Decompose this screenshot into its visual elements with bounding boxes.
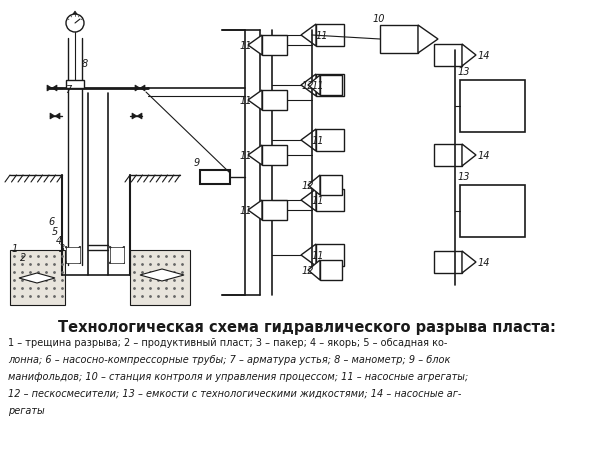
Text: регаты: регаты xyxy=(8,406,45,416)
Polygon shape xyxy=(135,85,140,91)
Text: 11: 11 xyxy=(312,136,324,146)
Bar xyxy=(320,75,342,95)
Polygon shape xyxy=(132,113,137,119)
Bar xyxy=(434,44,462,66)
Text: 12: 12 xyxy=(302,266,314,276)
Text: 12: 12 xyxy=(302,181,314,191)
Text: 13: 13 xyxy=(458,67,471,77)
Text: Технологическая схема гидравлического разрыва пласта:: Технологическая схема гидравлического ра… xyxy=(58,320,555,335)
Polygon shape xyxy=(301,189,316,211)
Bar xyxy=(262,145,287,165)
Polygon shape xyxy=(19,273,55,283)
Text: 12: 12 xyxy=(302,81,314,91)
Polygon shape xyxy=(308,260,320,280)
Text: 1: 1 xyxy=(12,244,18,254)
Bar xyxy=(262,90,287,110)
Text: 14: 14 xyxy=(478,151,490,161)
Text: 8: 8 xyxy=(82,59,88,69)
Polygon shape xyxy=(52,85,57,91)
Bar xyxy=(460,185,525,237)
Text: 7: 7 xyxy=(65,85,71,95)
Polygon shape xyxy=(301,129,316,151)
Polygon shape xyxy=(47,85,52,91)
Text: 3: 3 xyxy=(59,244,65,254)
Polygon shape xyxy=(462,144,476,166)
Bar xyxy=(316,189,344,211)
Polygon shape xyxy=(248,145,262,165)
Bar xyxy=(434,144,462,166)
Text: 9: 9 xyxy=(194,158,200,168)
Polygon shape xyxy=(248,35,262,55)
Polygon shape xyxy=(248,90,262,110)
Text: 11: 11 xyxy=(312,251,324,261)
Polygon shape xyxy=(137,113,142,119)
Text: 1 – трещина разрыва; 2 – продуктивный пласт; 3 – пакер; 4 – якорь; 5 – обсадная : 1 – трещина разрыва; 2 – продуктивный пл… xyxy=(8,338,447,348)
Polygon shape xyxy=(462,44,476,66)
Bar xyxy=(434,251,462,273)
Bar xyxy=(320,175,342,195)
Polygon shape xyxy=(308,75,320,95)
Text: 11: 11 xyxy=(316,31,329,41)
Bar xyxy=(200,170,230,184)
Polygon shape xyxy=(140,269,184,281)
Polygon shape xyxy=(140,85,145,91)
Bar xyxy=(316,74,344,96)
Bar xyxy=(262,200,287,220)
Bar xyxy=(262,35,287,55)
Polygon shape xyxy=(462,251,476,273)
Bar xyxy=(316,244,344,266)
Polygon shape xyxy=(301,244,316,266)
Text: 11: 11 xyxy=(240,41,253,51)
Text: 5: 5 xyxy=(52,227,58,237)
Text: лонна; 6 – насосно-компрессорные трубы; 7 – арматура устья; 8 – манометр; 9 – бл: лонна; 6 – насосно-компрессорные трубы; … xyxy=(8,355,451,365)
Text: 14: 14 xyxy=(478,51,490,61)
Polygon shape xyxy=(308,175,320,195)
Polygon shape xyxy=(50,113,55,119)
Text: 10: 10 xyxy=(373,14,386,24)
Bar xyxy=(380,25,418,53)
Text: 13: 13 xyxy=(458,172,471,182)
Bar xyxy=(316,24,344,46)
Text: 14: 14 xyxy=(478,258,490,268)
Text: 4: 4 xyxy=(56,236,63,246)
Text: 11: 11 xyxy=(240,151,253,161)
Polygon shape xyxy=(418,25,438,53)
Polygon shape xyxy=(301,74,316,96)
Polygon shape xyxy=(301,24,316,46)
Text: манифольдов; 10 – станция контроля и управления процессом; 11 – насосные агрегат: манифольдов; 10 – станция контроля и упр… xyxy=(8,372,468,382)
Bar xyxy=(320,260,342,280)
Bar xyxy=(10,250,65,305)
Text: 2: 2 xyxy=(20,253,26,263)
Text: 11: 11 xyxy=(312,81,324,91)
Text: 11: 11 xyxy=(312,196,324,206)
Text: 6: 6 xyxy=(48,217,54,227)
Polygon shape xyxy=(73,11,77,14)
Text: 12 – пескосмесители; 13 – емкости с технологическими жидкостями; 14 – насосные а: 12 – пескосмесители; 13 – емкости с техн… xyxy=(8,389,462,399)
Bar xyxy=(66,247,80,263)
Bar xyxy=(316,129,344,151)
Polygon shape xyxy=(248,200,262,220)
Bar xyxy=(130,250,190,305)
Bar xyxy=(66,80,84,88)
Text: 11: 11 xyxy=(240,206,253,216)
Bar xyxy=(110,247,124,263)
Text: 11: 11 xyxy=(240,96,253,106)
Bar xyxy=(460,80,525,132)
Polygon shape xyxy=(55,113,60,119)
